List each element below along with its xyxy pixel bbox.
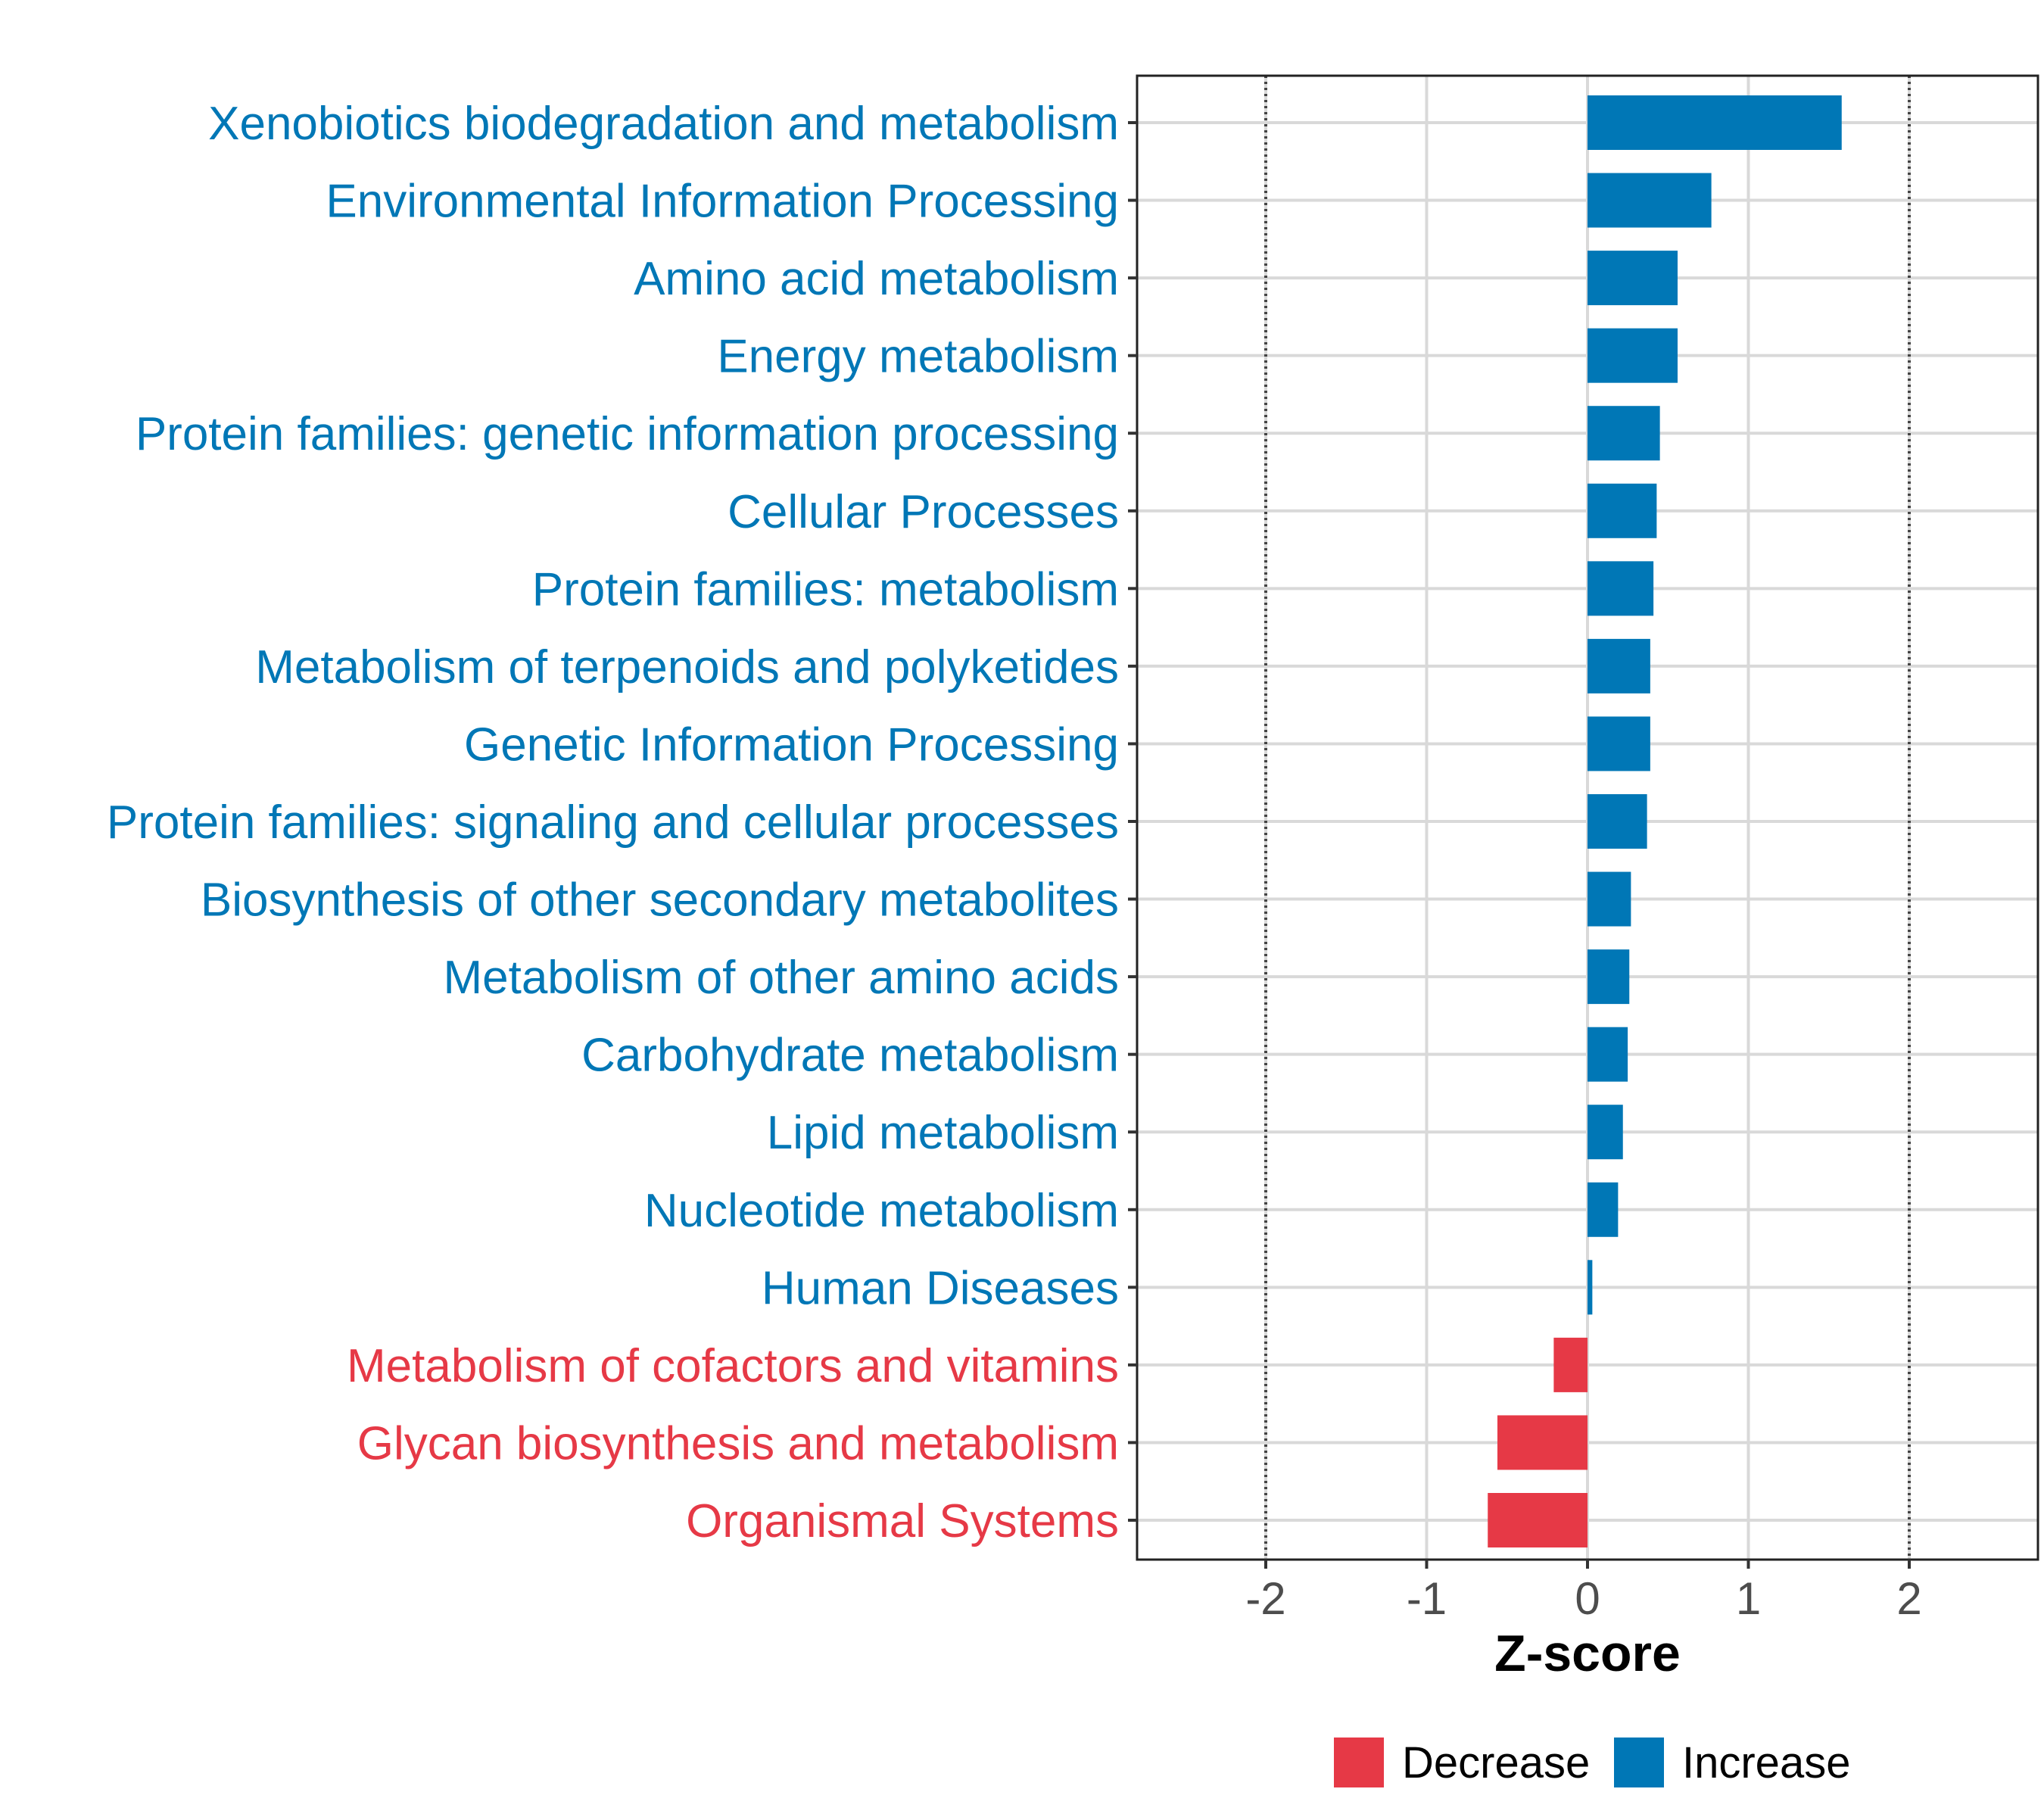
category-label: Lipid metabolism <box>767 1107 1119 1159</box>
bar-increase <box>1588 949 1630 1005</box>
category-label: Environmental Information Processing <box>326 176 1119 228</box>
bar-increase <box>1588 1105 1623 1160</box>
bar-increase <box>1588 794 1647 849</box>
bar-decrease <box>1497 1415 1588 1470</box>
reference-lines <box>1264 76 1911 1560</box>
bar-increase <box>1588 1260 1593 1315</box>
category-label: Cellular Processes <box>728 486 1119 538</box>
bar-increase <box>1588 638 1650 693</box>
category-label: Biosynthesis of other secondary metaboli… <box>201 874 1119 927</box>
category-label: Metabolism of other amino acids <box>443 952 1119 1004</box>
bar-increase <box>1588 173 1712 228</box>
x-tick-label: -1 <box>1407 1573 1447 1624</box>
bar-increase <box>1588 716 1650 771</box>
bar-increase <box>1588 483 1657 538</box>
x-tick-label: 1 <box>1736 1573 1761 1624</box>
bar-increase <box>1588 328 1678 383</box>
bar-increase <box>1588 406 1660 461</box>
category-label: Xenobiotics biodegradation and metabolis… <box>208 98 1119 150</box>
category-label: Organismal Systems <box>686 1495 1119 1547</box>
category-label: Protein families: signaling and cellular… <box>107 796 1119 849</box>
bar-increase <box>1588 561 1654 616</box>
legend-label-decrease: Decrease <box>1402 1738 1590 1787</box>
legend: Decrease Increase <box>1334 1738 1850 1787</box>
bar-increase <box>1588 1182 1619 1237</box>
category-label: Genetic Information Processing <box>464 718 1119 771</box>
category-label: Nucleotide metabolism <box>644 1185 1119 1237</box>
category-label: Carbohydrate metabolism <box>581 1030 1119 1082</box>
x-tick-label: 0 <box>1575 1573 1600 1624</box>
y-axis: Xenobiotics biodegradation and metabolis… <box>107 98 1137 1547</box>
category-label: Amino acid metabolism <box>634 253 1119 305</box>
category-label: Protein families: genetic information pr… <box>136 408 1119 460</box>
bar-decrease <box>1488 1493 1588 1547</box>
category-label: Protein families: metabolism <box>532 563 1119 616</box>
bar-increase <box>1588 95 1842 150</box>
category-label: Energy metabolism <box>717 331 1119 383</box>
category-label: Human Diseases <box>762 1262 1119 1314</box>
bar-decrease <box>1553 1337 1588 1392</box>
bar-increase <box>1588 1027 1628 1082</box>
category-label: Metabolism of terpenoids and polyketides <box>255 641 1119 693</box>
legend-label-increase: Increase <box>1682 1738 1850 1787</box>
legend-swatch-increase <box>1614 1738 1664 1787</box>
bar-increase <box>1588 251 1678 306</box>
category-label: Glycan biosynthesis and metabolism <box>357 1417 1119 1469</box>
x-tick-label: -2 <box>1245 1573 1285 1624</box>
bars <box>1488 95 1842 1547</box>
legend-swatch-decrease <box>1334 1738 1384 1787</box>
x-axis-title: Z-score <box>1494 1625 1681 1682</box>
bar-increase <box>1588 871 1631 927</box>
category-label: Metabolism of cofactors and vitamins <box>347 1340 1119 1392</box>
x-axis: -2 -1 0 1 2 <box>1245 1560 1922 1624</box>
x-tick-label: 2 <box>1896 1573 1921 1624</box>
